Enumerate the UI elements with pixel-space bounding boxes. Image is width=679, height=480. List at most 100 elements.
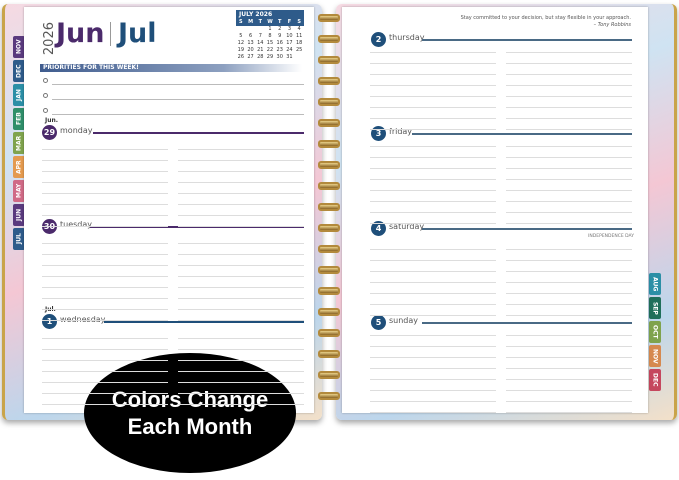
writing-line	[506, 179, 632, 180]
writing-line	[506, 368, 632, 369]
writing-line	[506, 293, 632, 294]
spiral-ring	[318, 350, 340, 358]
writing-line	[42, 338, 168, 339]
month-tab-sep[interactable]: SEP	[649, 297, 661, 319]
calendar-day: 11	[295, 33, 303, 39]
month-tab-dec[interactable]: DEC	[649, 369, 661, 391]
writing-line	[506, 118, 632, 119]
priority-line	[52, 114, 304, 115]
calendar-day: 20	[247, 47, 254, 53]
calendar-day: 28	[257, 54, 264, 60]
month-tab-nov[interactable]: NOV	[649, 345, 661, 367]
calendar-day	[236, 26, 246, 33]
writing-line	[506, 201, 632, 202]
priority-checkbox	[43, 108, 48, 113]
writing-line	[506, 282, 632, 283]
writing-line	[370, 85, 496, 86]
writing-line	[42, 393, 168, 394]
writing-line	[506, 146, 632, 147]
calendar-day: 26	[237, 54, 245, 60]
day-month-label: Jun.	[45, 117, 59, 124]
writing-line	[506, 335, 632, 336]
writing-line	[42, 287, 168, 288]
writing-line	[506, 357, 632, 358]
spiral-ring	[318, 203, 340, 211]
month-tab-oct[interactable]: OCT	[649, 321, 661, 343]
day-name: thursday	[389, 33, 425, 42]
writing-line	[370, 52, 496, 53]
calendar-day: 7	[258, 33, 262, 39]
writing-line	[370, 179, 496, 180]
writing-line	[506, 63, 632, 64]
calendar-day	[255, 26, 265, 33]
writing-line	[370, 212, 496, 213]
writing-line	[42, 360, 168, 361]
weekday-label: W	[267, 19, 273, 25]
month-tab-aug[interactable]: AUG	[649, 273, 661, 295]
writing-line	[42, 204, 168, 205]
calendar-day: 1	[268, 26, 272, 32]
writing-line	[370, 190, 496, 191]
day-number: 5	[371, 315, 386, 330]
weekday-label: M	[248, 19, 254, 25]
spiral-ring	[318, 98, 340, 106]
writing-line	[370, 412, 496, 413]
writing-line	[506, 168, 632, 169]
writing-line	[506, 96, 632, 97]
writing-line	[42, 171, 168, 172]
spiral-ring	[318, 77, 340, 85]
day-rule	[422, 322, 632, 324]
writing-line	[178, 371, 304, 372]
calendar-day: 23	[276, 47, 283, 53]
writing-line	[506, 304, 632, 305]
quote-text: Stay committed to your decision, but sta…	[460, 15, 631, 21]
writing-line	[42, 349, 168, 350]
spiral-ring	[318, 14, 340, 22]
writing-line	[506, 412, 632, 413]
calendar-day: 3	[287, 26, 292, 32]
day-name: friday	[389, 127, 413, 136]
writing-line	[506, 260, 632, 261]
calendar-day: 31	[286, 54, 293, 60]
writing-line	[370, 63, 496, 64]
writing-line	[178, 320, 304, 321]
writing-line	[178, 182, 304, 183]
writing-line	[178, 309, 304, 310]
writing-line	[178, 360, 304, 361]
writing-line	[370, 249, 496, 250]
writing-line	[370, 293, 496, 294]
writing-line	[370, 304, 496, 305]
writing-line	[42, 320, 168, 321]
calendar-day	[246, 26, 256, 33]
writing-line	[178, 204, 304, 205]
month-june: Jun	[56, 18, 105, 49]
calendar-day: 13	[247, 40, 254, 46]
writing-line	[178, 243, 304, 244]
writing-line	[42, 265, 168, 266]
year-label: 2026	[42, 22, 57, 56]
writing-line	[178, 287, 304, 288]
day-rule	[422, 39, 632, 41]
right-page	[342, 7, 648, 413]
writing-line	[506, 401, 632, 402]
writing-line	[506, 107, 632, 108]
writing-line	[42, 160, 168, 161]
promo-badge: Colors Change Each Month	[84, 353, 296, 473]
writing-line	[42, 371, 168, 372]
spiral-ring	[318, 161, 340, 169]
writing-line	[42, 254, 168, 255]
day-number: 29	[42, 125, 57, 140]
writing-line	[370, 260, 496, 261]
writing-line	[370, 379, 496, 380]
day-rule	[93, 132, 304, 134]
spiral-ring	[318, 371, 340, 379]
writing-line	[370, 168, 496, 169]
spiral-ring	[318, 287, 340, 295]
writing-line	[370, 401, 496, 402]
spiral-ring	[318, 140, 340, 148]
writing-line	[370, 357, 496, 358]
writing-line	[506, 249, 632, 250]
writing-line	[370, 201, 496, 202]
weekday-label: T	[277, 19, 282, 25]
